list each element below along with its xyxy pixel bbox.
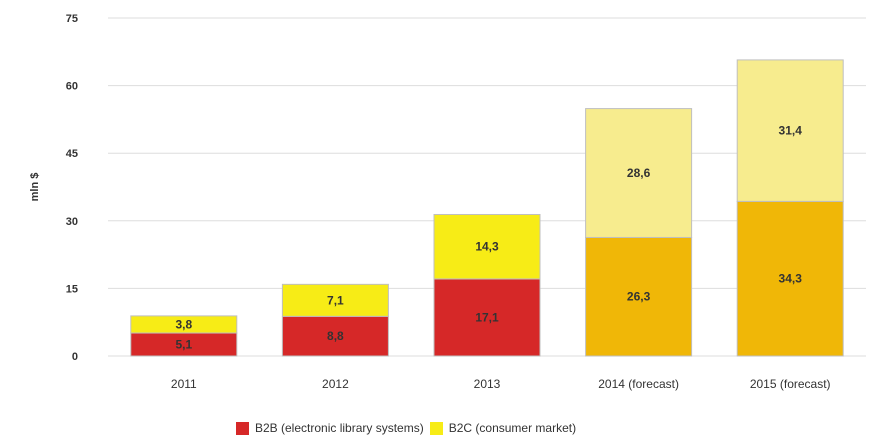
legend-item-b2b: B2B (electronic library systems) xyxy=(236,421,424,435)
x-tick-label-3: 2014 (forecast) xyxy=(598,377,679,391)
legend-swatch-b2c xyxy=(429,421,443,435)
legend-label-b2c: B2C (consumer market) xyxy=(448,421,577,435)
y-tick-labels: 0 15 30 45 60 75 xyxy=(66,13,78,363)
legend-swatch-b2b xyxy=(236,421,249,435)
bar-b2b-4 xyxy=(736,200,844,357)
bars: 5,1 3,8 8,8 7,1 17,1 14,3 26,3 28,6 34,3 31,4 xyxy=(130,59,844,357)
x-tick-label-1: 2012 xyxy=(322,377,349,391)
y-tick-label-1: 15 xyxy=(66,283,78,295)
bar-label-b2b-0: 5,1 xyxy=(175,338,192,352)
legend-item-b2c: B2C (consumer market) xyxy=(429,421,577,435)
bar-label-b2c-3: 28,6 xyxy=(627,166,651,180)
bar-label-b2c-2: 14,3 xyxy=(475,240,499,254)
bar-b2c-0 xyxy=(130,315,238,334)
bar-b2b-3 xyxy=(585,236,693,357)
bar-b2c-1 xyxy=(281,283,389,317)
bar-label-b2c-4: 31,4 xyxy=(779,124,803,138)
category-labels: 2011 2012 2013 2014 (forecast) 2015 (forecas… xyxy=(171,377,831,391)
bar-label-b2b-2: 17,1 xyxy=(475,310,499,324)
y-tick-label-3: 45 xyxy=(66,148,78,160)
y-tick-label-4: 60 xyxy=(66,81,78,93)
bar-label-b2b-4: 34,3 xyxy=(779,272,803,286)
bar-b2b-1 xyxy=(281,315,389,357)
legend-label-b2b: B2B (electronic library systems) xyxy=(255,421,424,435)
y-tick-label-5: 75 xyxy=(66,13,78,25)
y-tick-label-0: 0 xyxy=(72,351,78,363)
y-tick-label-2: 30 xyxy=(66,216,78,228)
bar-label-b2c-0: 3,8 xyxy=(175,317,192,331)
x-tick-label-2: 2013 xyxy=(474,377,501,391)
bar-b2c-4 xyxy=(736,59,844,202)
legend: B2B (electronic library systems) B2C (co… xyxy=(236,421,582,435)
bar-b2c-2 xyxy=(433,213,541,280)
x-tick-label-4: 2015 (forecast) xyxy=(750,377,831,391)
bar-label-b2b-1: 8,8 xyxy=(327,329,344,343)
chart: 0 15 30 45 60 75 mln $ 5,1 3,8 8,8 7,1 17,1 14,3 26… xyxy=(29,13,866,391)
y-axis-label: mln $ xyxy=(29,173,41,202)
x-tick-label-0: 2011 xyxy=(171,377,197,391)
bar-label-b2c-1: 7,1 xyxy=(327,293,344,307)
bar-b2c-3 xyxy=(585,108,693,238)
bar-label-b2b-3: 26,3 xyxy=(627,290,651,304)
